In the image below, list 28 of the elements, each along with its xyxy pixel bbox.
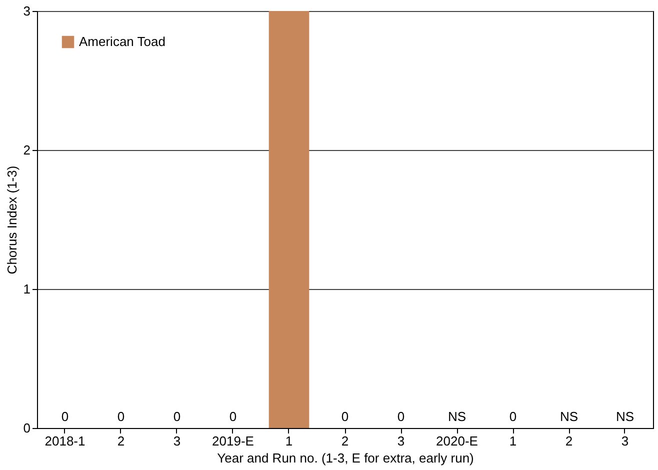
x-tick-label: 3 [397,434,405,448]
y-axis-title: Chorus Index (1-3) [4,166,20,274]
x-tick-label: 3 [173,434,181,448]
legend-label: American Toad [79,34,166,49]
data-label: 0 [509,409,517,424]
x-tick-label: 2018-1 [44,434,86,448]
y-tick-label: 2 [23,142,30,158]
text: NS [448,409,466,424]
y-tick-label: 1 [23,282,30,296]
data-label: 0 [229,409,237,424]
x-tick-label: 2 [117,434,125,448]
data-label: 0 [61,409,69,424]
x-tick-label: 1 [509,434,517,448]
x-tick-label: 2 [341,434,349,448]
text: NS [560,409,578,424]
x-tick-label: 3 [621,434,629,448]
y-tick-label: 3 [23,4,30,18]
x-tick-label: 2019-E [212,434,254,448]
y-tick-label: 0 [23,420,30,436]
data-label: 0 [117,409,125,424]
text: NS [616,409,634,424]
x-tick-label: 1 [285,434,293,448]
x-tick-label: 2 [565,434,573,448]
x-axis-title: Year and Run no. (1-3, E for extra, early run) [217,450,474,466]
data-label: 0 [397,409,405,424]
data-label: 0 [341,409,349,424]
data-label: 0 [173,409,181,424]
x-tick-label: 2020-E [436,434,478,448]
